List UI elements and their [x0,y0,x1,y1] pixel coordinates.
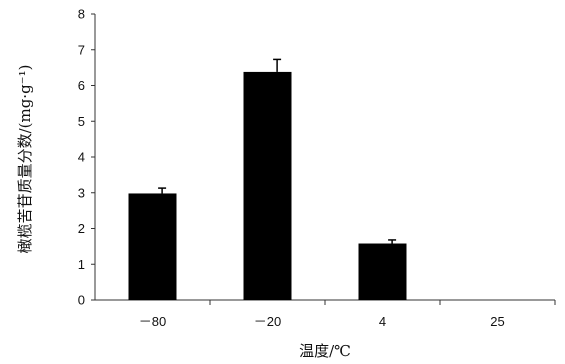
y-tick-label: 7 [78,42,85,57]
y-axis-title: 橄榄苦苷质量分数/(mg·g⁻¹) [16,65,34,254]
x-tick-label: 25 [490,314,504,329]
y-tick-label: 3 [78,185,85,200]
y-ticks: 0 1 2 3 4 5 6 7 8 [78,7,95,308]
y-tick-label: 4 [78,150,85,165]
x-tick-label: －80 [139,314,166,329]
bar [128,193,177,300]
y-tick-label: 8 [78,7,85,22]
y-tick-label: 1 [78,257,85,272]
x-axis-title: 温度/℃ [299,342,351,360]
y-tick-label: 2 [78,221,85,236]
x-tick-label: 4 [379,314,386,329]
y-tick-label: 6 [78,78,85,93]
x-ticks: －80 －20 4 25 [139,300,556,329]
bar [243,71,292,300]
y-tick-label: 0 [78,293,85,308]
x-tick-label: －20 [254,314,281,329]
bars [128,58,407,300]
bar [358,243,407,300]
y-tick-label: 5 [78,114,85,129]
